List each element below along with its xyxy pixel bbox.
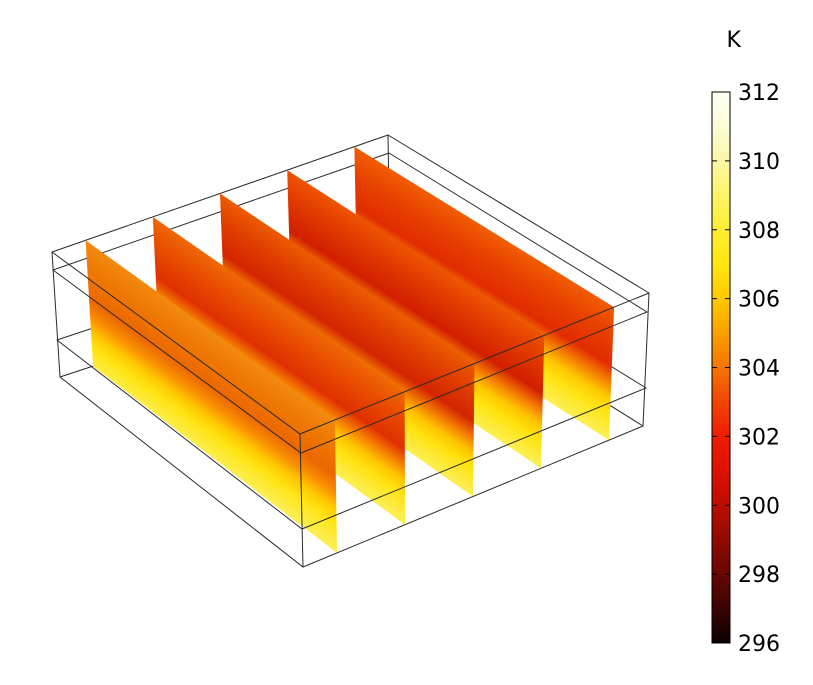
slice-surface <box>152 216 405 525</box>
colorbar-tick-label: 306 <box>738 288 780 313</box>
colorbar-tick-label: 310 <box>738 150 780 175</box>
colorbar-tick-label: 302 <box>738 425 780 450</box>
colorbar-tick-label: 312 <box>738 81 780 106</box>
wire-right-vertical <box>642 292 650 427</box>
colorbar-tick-label: 300 <box>738 494 780 519</box>
colorbar-tick-label: 304 <box>738 357 780 382</box>
colorbar-tick-label: 308 <box>738 219 780 244</box>
colorbar-title: K <box>726 28 742 53</box>
wire-left-vertical <box>51 251 61 378</box>
slice-surface <box>220 193 475 497</box>
colorbar-tick-label: 296 <box>738 632 780 657</box>
colorbar-tick-label: 298 <box>738 563 780 588</box>
colorbar: 312 310 308 306 304 302 300 298 296 <box>711 81 780 657</box>
wire-front-vertical <box>299 433 304 568</box>
temperature-slices <box>85 146 615 553</box>
slice-surface <box>287 170 545 469</box>
slice-surface <box>354 146 615 441</box>
slice-surface <box>85 240 337 553</box>
wire-front-level-2 <box>52 269 648 454</box>
wireframe-front-edges <box>51 251 650 568</box>
